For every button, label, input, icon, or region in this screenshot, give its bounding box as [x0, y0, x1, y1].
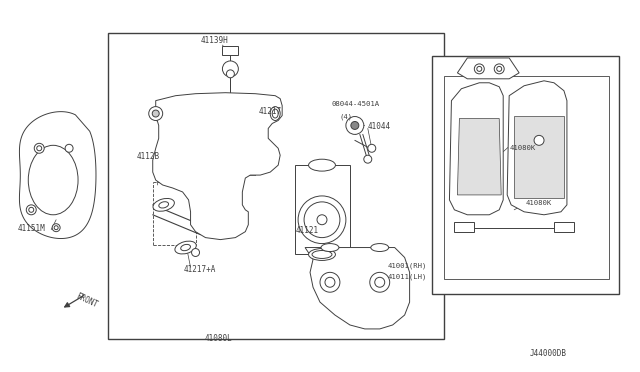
Ellipse shape [270, 107, 280, 121]
Circle shape [375, 277, 385, 287]
Ellipse shape [180, 244, 191, 251]
Circle shape [148, 107, 163, 121]
Bar [431, 56, 619, 294]
Polygon shape [458, 58, 519, 79]
Ellipse shape [175, 241, 196, 254]
Circle shape [36, 146, 42, 151]
Circle shape [351, 122, 359, 129]
Circle shape [364, 155, 372, 163]
Ellipse shape [312, 250, 332, 259]
Polygon shape [153, 93, 282, 240]
Text: 41080K: 41080K [526, 200, 552, 206]
Text: 41217: 41217 [259, 107, 282, 116]
Bar [444, 76, 609, 279]
Circle shape [152, 110, 159, 117]
Text: 41080L: 41080L [205, 334, 232, 343]
Text: 41080K: 41080K [509, 145, 536, 151]
Circle shape [65, 144, 73, 152]
Text: 41139H: 41139H [200, 36, 228, 45]
Circle shape [346, 116, 364, 134]
Ellipse shape [321, 244, 339, 251]
Text: FRONT: FRONT [74, 291, 99, 309]
Circle shape [370, 272, 390, 292]
Ellipse shape [308, 248, 335, 260]
Ellipse shape [272, 109, 278, 118]
Ellipse shape [371, 244, 388, 251]
Polygon shape [454, 222, 474, 232]
Polygon shape [507, 81, 567, 215]
Polygon shape [458, 119, 501, 195]
Circle shape [325, 277, 335, 287]
Circle shape [26, 205, 36, 215]
Text: 41121: 41121 [296, 226, 319, 235]
Ellipse shape [28, 145, 78, 215]
Ellipse shape [153, 198, 174, 211]
Text: 4112B: 4112B [137, 152, 160, 161]
Polygon shape [554, 222, 574, 232]
Text: 41011(LH): 41011(LH) [388, 273, 427, 280]
Circle shape [191, 248, 200, 256]
Circle shape [35, 143, 44, 153]
Circle shape [534, 135, 544, 145]
Bar [223, 46, 238, 55]
Text: 41217+A: 41217+A [184, 265, 216, 275]
Polygon shape [19, 112, 96, 238]
Text: (4): (4) [340, 113, 353, 120]
Ellipse shape [159, 202, 168, 208]
Circle shape [494, 64, 504, 74]
Circle shape [317, 215, 327, 225]
Circle shape [497, 66, 502, 71]
Text: 41001(RH): 41001(RH) [388, 262, 427, 269]
Circle shape [304, 202, 340, 238]
Circle shape [320, 272, 340, 292]
Ellipse shape [308, 159, 335, 171]
Circle shape [477, 66, 482, 71]
Text: 41044: 41044 [368, 122, 391, 131]
Circle shape [54, 226, 58, 230]
Circle shape [29, 207, 34, 212]
Polygon shape [449, 83, 503, 215]
Circle shape [52, 224, 60, 232]
Text: 08044-4501A: 08044-4501A [332, 101, 380, 107]
Circle shape [223, 61, 238, 77]
Circle shape [298, 196, 346, 244]
Circle shape [368, 144, 376, 152]
Bar [108, 33, 444, 339]
Text: 41151M: 41151M [17, 224, 45, 233]
Text: J44000DB: J44000DB [530, 349, 567, 358]
Polygon shape [305, 247, 410, 329]
Circle shape [227, 70, 234, 78]
Circle shape [474, 64, 484, 74]
Polygon shape [295, 165, 350, 254]
Polygon shape [514, 116, 564, 198]
